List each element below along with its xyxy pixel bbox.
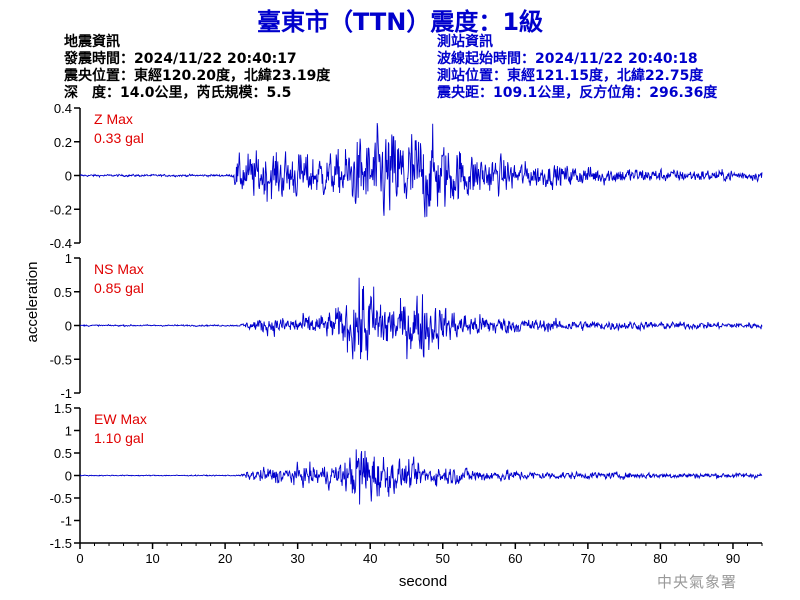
x-tick-label: 60 xyxy=(508,551,522,566)
epicentral-distance: 震央距：109.1公里，反方位角：296.36度 xyxy=(437,85,718,101)
x-tick-label: 40 xyxy=(363,551,377,566)
z-y-tick-label: 0 xyxy=(65,169,72,184)
ns-series-line xyxy=(79,277,763,361)
ns-y-tick-label: -1 xyxy=(60,386,72,401)
page-title: 臺東市（TTN）震度：1級 xyxy=(256,8,544,36)
x-tick-label: 90 xyxy=(726,551,740,566)
ew-y-tick-label: 0.5 xyxy=(54,446,72,461)
depth-magnitude: 深 度：14.0公里，芮氏規模：5.5 xyxy=(64,85,292,101)
z-y-tick-label: 0.2 xyxy=(54,135,72,150)
ew-max-value: 1.10 gal xyxy=(94,430,144,446)
ns-y-tick-label: 0 xyxy=(65,319,72,334)
epicenter-location: 震央位置：東經120.20度，北緯23.19度 xyxy=(64,68,331,84)
ew-y-tick-label: 1 xyxy=(65,424,72,439)
ew-y-tick-label: 0 xyxy=(65,469,72,484)
earthquake-info-heading: 地震資訊 xyxy=(64,34,120,50)
x-tick-label: 10 xyxy=(145,551,159,566)
cwa-watermark: 中央氣象署 xyxy=(657,573,738,591)
x-tick-label: 20 xyxy=(218,551,232,566)
z-y-tick-label: 0.4 xyxy=(54,101,72,116)
x-axis-label: second xyxy=(399,573,447,590)
z-y-tick-label: -0.4 xyxy=(50,236,72,251)
station-info-heading: 測站資訊 xyxy=(437,34,493,50)
earthquake-info: 地震資訊 發震時間：2024/11/22 20:40:17 震央位置：東經120… xyxy=(64,34,330,102)
z-max-label: Z Max xyxy=(94,111,133,127)
wave-start-time: 波線起始時間：2024/11/22 20:40:18 xyxy=(437,51,698,67)
z-max-value: 0.33 gal xyxy=(94,130,144,146)
station-location: 測站位置：東經121.15度，北緯22.75度 xyxy=(437,68,704,84)
z-series-line xyxy=(80,123,763,218)
x-tick-label: 50 xyxy=(436,551,450,566)
ew-y-tick-label: -1 xyxy=(60,514,72,529)
ew-series-line xyxy=(79,449,763,505)
origin-time: 發震時間：2024/11/22 20:40:17 xyxy=(64,51,297,67)
ns-y-tick-label: 1 xyxy=(65,251,72,266)
z-y-tick-label: -0.2 xyxy=(50,202,72,217)
ns-max-value: 0.85 gal xyxy=(94,280,144,296)
ew-max-label: EW Max xyxy=(94,411,147,427)
ew-y-tick-label: 1.5 xyxy=(54,401,72,416)
station-info: 測站資訊 波線起始時間：2024/11/22 20:40:18 測站位置：東經1… xyxy=(437,34,717,102)
ns-y-tick-label: -0.5 xyxy=(50,352,72,367)
x-tick-label: 0 xyxy=(76,551,83,566)
x-tick-label: 70 xyxy=(581,551,595,566)
ew-y-tick-label: -1.5 xyxy=(50,536,72,551)
x-tick-label: 80 xyxy=(653,551,667,566)
ew-y-tick-label: -0.5 xyxy=(50,491,72,506)
ns-max-label: NS Max xyxy=(94,261,144,277)
y-axis-label: acceleration xyxy=(24,262,41,343)
x-tick-label: 30 xyxy=(290,551,304,566)
ns-y-tick-label: 0.5 xyxy=(54,285,72,300)
